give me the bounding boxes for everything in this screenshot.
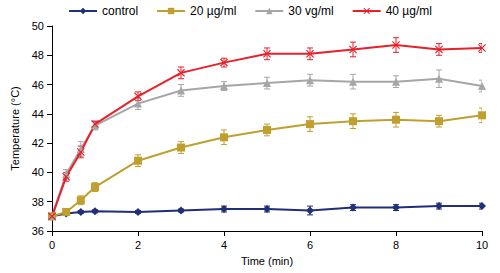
svg-text:8: 8 bbox=[393, 239, 399, 251]
svg-text:46: 46 bbox=[32, 79, 44, 91]
svg-text:6: 6 bbox=[307, 239, 313, 251]
svg-text:control: control bbox=[102, 4, 138, 18]
svg-text:30 vg/ml: 30 vg/ml bbox=[288, 4, 333, 18]
svg-text:42: 42 bbox=[32, 137, 44, 149]
svg-text:38: 38 bbox=[32, 196, 44, 208]
svg-text:20 µg/ml: 20 µg/ml bbox=[190, 4, 236, 18]
svg-text:48: 48 bbox=[32, 49, 44, 61]
svg-text:44: 44 bbox=[32, 108, 44, 120]
svg-text:36: 36 bbox=[32, 225, 44, 237]
svg-text:40: 40 bbox=[32, 166, 44, 178]
svg-text:50: 50 bbox=[32, 20, 44, 32]
svg-text:Time (min): Time (min) bbox=[241, 255, 293, 267]
svg-text:4: 4 bbox=[221, 239, 227, 251]
svg-text:0: 0 bbox=[49, 239, 55, 251]
svg-text:40 µg/ml: 40 µg/ml bbox=[386, 4, 432, 18]
svg-text:10: 10 bbox=[476, 239, 488, 251]
svg-text:2: 2 bbox=[135, 239, 141, 251]
svg-text:Temperature (°C): Temperature (°C) bbox=[9, 86, 21, 170]
